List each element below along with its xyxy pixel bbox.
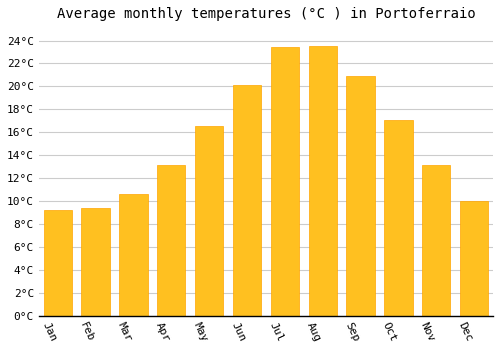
Bar xyxy=(82,208,110,316)
Bar xyxy=(195,126,224,316)
Bar xyxy=(270,47,299,316)
Bar xyxy=(384,120,412,316)
Title: Average monthly temperatures (°C ) in Portoferraio: Average monthly temperatures (°C ) in Po… xyxy=(56,7,476,21)
Bar xyxy=(44,210,72,316)
Bar xyxy=(119,194,148,316)
Bar xyxy=(422,166,450,316)
Bar xyxy=(460,201,488,316)
Bar xyxy=(157,166,186,316)
Bar xyxy=(308,46,337,316)
Bar xyxy=(346,76,375,316)
Bar xyxy=(233,85,261,316)
